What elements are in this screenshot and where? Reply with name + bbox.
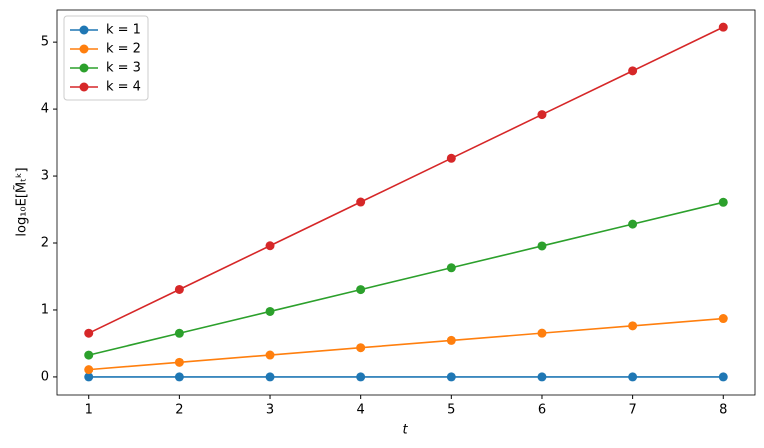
- legend-label: k = 1: [106, 23, 141, 38]
- y-tick-label: 1: [41, 302, 49, 317]
- marker: [628, 372, 638, 382]
- marker: [718, 314, 728, 324]
- legend-marker: [79, 63, 89, 73]
- marker: [356, 343, 366, 353]
- marker: [84, 365, 94, 375]
- x-tick-label: 2: [175, 403, 183, 418]
- marker: [718, 22, 728, 32]
- x-tick-label: 3: [266, 403, 274, 418]
- marker: [265, 306, 275, 316]
- legend-marker: [79, 44, 89, 54]
- marker: [537, 372, 547, 382]
- marker: [174, 372, 184, 382]
- y-tick-label: 0: [41, 369, 49, 384]
- marker: [537, 241, 547, 251]
- marker: [356, 372, 366, 382]
- x-tick-label: 4: [357, 403, 365, 418]
- legend: k = 1 k = 2 k = 3 k = 4: [63, 15, 149, 101]
- y-tick-label: 3: [41, 169, 49, 184]
- marker: [356, 285, 366, 295]
- y-axis-label: log₁₀E[M̃ₜᵏ]: [14, 167, 29, 236]
- marker: [174, 284, 184, 294]
- marker: [537, 110, 547, 120]
- marker: [446, 372, 456, 382]
- marker: [265, 241, 275, 251]
- y-tick-label: 2: [41, 236, 49, 251]
- marker: [84, 350, 94, 360]
- legend-frame: [63, 15, 149, 101]
- x-tick-label: 7: [628, 403, 636, 418]
- y-tick-label: 4: [41, 102, 49, 117]
- x-tick-label: 6: [538, 403, 546, 418]
- marker: [628, 66, 638, 76]
- x-axis-label: t: [402, 423, 408, 438]
- marker: [84, 328, 94, 338]
- legend-label: k = 2: [106, 42, 141, 57]
- marker: [265, 372, 275, 382]
- legend-marker: [79, 82, 89, 92]
- marker: [537, 328, 547, 338]
- y-tick-label: 5: [41, 35, 49, 50]
- x-tick-label: 8: [719, 403, 727, 418]
- series-line: [88, 201, 724, 356]
- series-line: [88, 26, 724, 334]
- plot-frame: [56, 9, 756, 396]
- marker: [446, 335, 456, 345]
- marker: [174, 357, 184, 367]
- legend-label: k = 3: [106, 61, 141, 76]
- marker: [446, 263, 456, 273]
- marker: [265, 350, 275, 360]
- marker: [174, 328, 184, 338]
- x-tick-label: 1: [85, 403, 93, 418]
- marker: [628, 219, 638, 229]
- marker: [84, 372, 94, 382]
- marker: [718, 197, 728, 207]
- marker: [718, 372, 728, 382]
- x-tick-label: 5: [447, 403, 455, 418]
- marker: [446, 153, 456, 163]
- marker: [356, 197, 366, 207]
- legend-label: k = 4: [106, 80, 141, 95]
- series-line: [88, 317, 724, 371]
- marker: [628, 321, 638, 331]
- legend-marker: [79, 25, 89, 35]
